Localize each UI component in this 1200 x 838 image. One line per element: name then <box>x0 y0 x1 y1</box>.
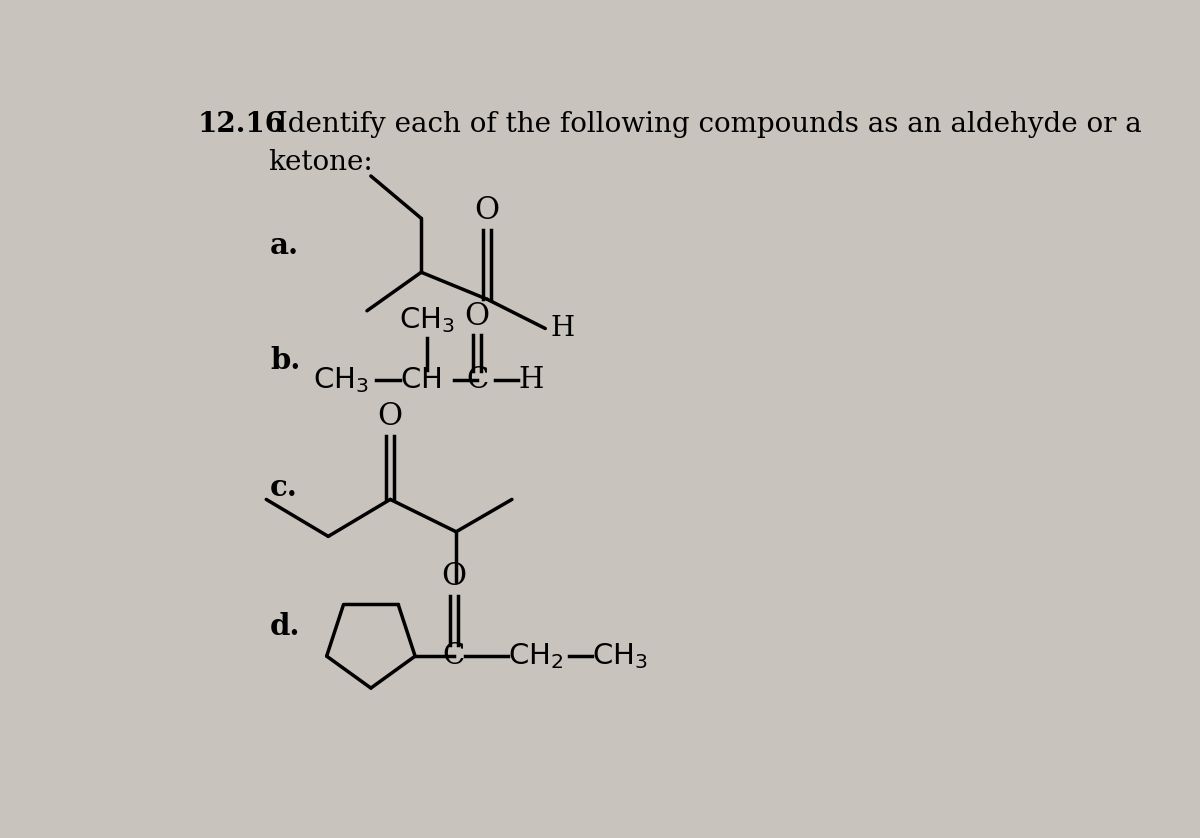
Text: C: C <box>466 366 488 394</box>
Text: $\mathrm{CH_3}$: $\mathrm{CH_3}$ <box>398 306 455 335</box>
Text: a.: a. <box>270 230 299 260</box>
Text: $\mathrm{CH_3}$: $\mathrm{CH_3}$ <box>313 365 368 395</box>
Text: ketone:: ketone: <box>268 149 372 176</box>
Text: $\mathrm{CH_3}$: $\mathrm{CH_3}$ <box>592 641 648 671</box>
Text: O: O <box>474 195 499 226</box>
Text: 12.16: 12.16 <box>198 111 286 137</box>
Text: $\mathrm{CH_2}$: $\mathrm{CH_2}$ <box>508 641 564 671</box>
Text: Identify each of the following compounds as an aldehyde or a: Identify each of the following compounds… <box>268 111 1141 137</box>
Text: O: O <box>464 302 490 333</box>
Text: C: C <box>443 642 464 670</box>
Text: d.: d. <box>270 612 301 641</box>
Text: H: H <box>551 315 575 342</box>
Text: O: O <box>442 561 467 592</box>
Text: c.: c. <box>270 473 298 502</box>
Text: b.: b. <box>270 346 300 375</box>
Text: O: O <box>378 401 403 432</box>
Text: H: H <box>518 366 544 394</box>
Text: $\mathrm{CH}$: $\mathrm{CH}$ <box>400 366 440 394</box>
